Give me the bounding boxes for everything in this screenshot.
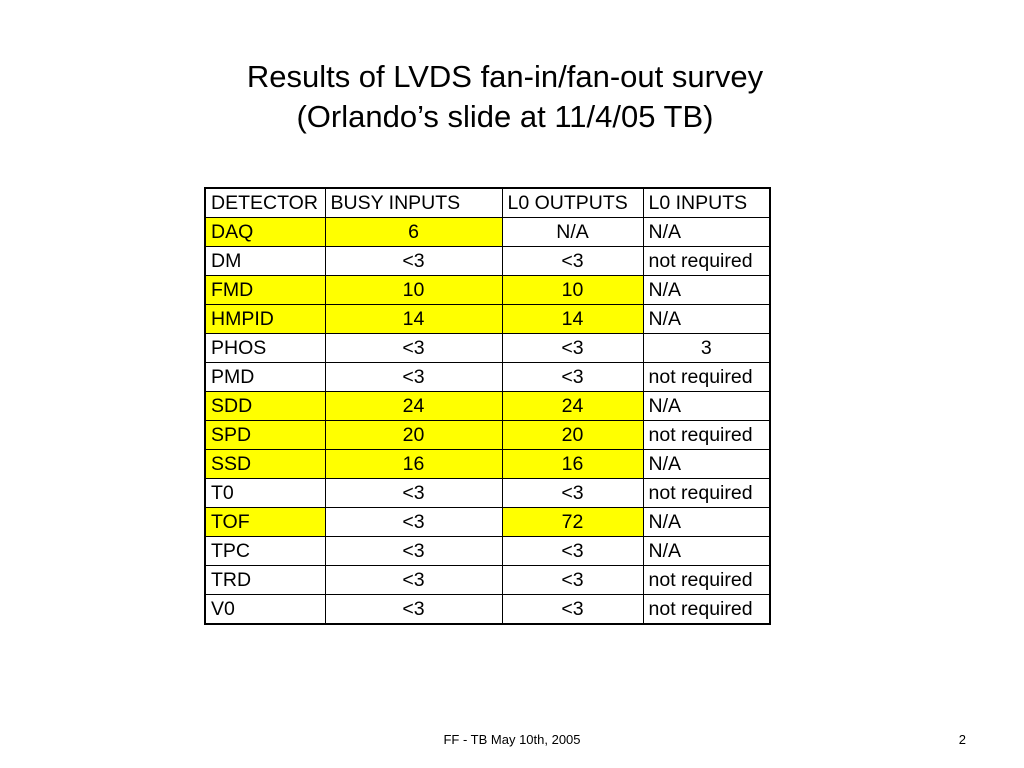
- table-row: DM <3 <3 not required: [204, 246, 771, 276]
- detector-cell: SPD: [204, 420, 326, 450]
- detector-cell: SSD: [204, 449, 326, 479]
- l0-inputs-cell: not required: [642, 478, 771, 508]
- table-row: V0 <3 <3 not required: [204, 594, 771, 625]
- table-row: TOF <3 72 N/A: [204, 507, 771, 537]
- busy-inputs-cell: 10: [324, 275, 503, 305]
- l0-inputs-cell: not required: [642, 362, 771, 392]
- detector-cell: T0: [204, 478, 326, 508]
- detector-cell: TRD: [204, 565, 326, 595]
- detector-cell: DAQ: [204, 217, 326, 247]
- table-row: SDD 24 24 N/A: [204, 391, 771, 421]
- detector-cell: TOF: [204, 507, 326, 537]
- l0-inputs-cell: not required: [642, 594, 771, 625]
- l0-outputs-cell: 72: [501, 507, 644, 537]
- l0-inputs-cell: not required: [642, 246, 771, 276]
- slide-title-line-2: (Orlando’s slide at 11/4/05 TB): [296, 99, 714, 134]
- table-row: PMD <3 <3 not required: [204, 362, 771, 392]
- busy-inputs-cell: <3: [324, 246, 503, 276]
- busy-inputs-cell: <3: [324, 565, 503, 595]
- l0-inputs-cell: 3: [642, 333, 771, 363]
- table-row: SSD 16 16 N/A: [204, 449, 771, 479]
- table-row: TPC <3 <3 N/A: [204, 536, 771, 566]
- busy-inputs-cell: 24: [324, 391, 503, 421]
- detector-cell: FMD: [204, 275, 326, 305]
- busy-inputs-cell: 16: [324, 449, 503, 479]
- detector-cell: V0: [204, 594, 326, 625]
- busy-inputs-cell: <3: [324, 362, 503, 392]
- busy-inputs-cell: 14: [324, 304, 503, 334]
- detector-cell: TPC: [204, 536, 326, 566]
- header-l0-inputs: L0 INPUTS: [642, 187, 771, 218]
- table-row: DAQ 6 N/A N/A: [204, 217, 771, 247]
- l0-outputs-cell: <3: [501, 594, 644, 625]
- l0-inputs-cell: not required: [642, 565, 771, 595]
- table-row: PHOS <3 <3 3: [204, 333, 771, 363]
- page-number: 2: [958, 732, 966, 747]
- detector-cell: DM: [204, 246, 326, 276]
- busy-inputs-cell: <3: [324, 594, 503, 625]
- busy-inputs-cell: 6: [324, 217, 503, 247]
- busy-inputs-cell: 20: [324, 420, 503, 450]
- header-l0-outputs: L0 OUTPUTS: [501, 187, 644, 218]
- table-row: TRD <3 <3 not required: [204, 565, 771, 595]
- l0-inputs-cell: N/A: [642, 507, 771, 537]
- busy-inputs-cell: <3: [324, 478, 503, 508]
- busy-inputs-cell: <3: [324, 536, 503, 566]
- l0-inputs-cell: not required: [642, 420, 771, 450]
- detector-cell: PHOS: [204, 333, 326, 363]
- busy-inputs-cell: <3: [324, 333, 503, 363]
- l0-inputs-cell: N/A: [642, 391, 771, 421]
- l0-outputs-cell: <3: [501, 246, 644, 276]
- slide-title-line-1: Results of LVDS fan-in/fan-out survey: [246, 59, 764, 94]
- l0-outputs-cell: <3: [501, 478, 644, 508]
- header-detector: DETECTOR: [204, 187, 326, 218]
- table-row: SPD 20 20 not required: [204, 420, 771, 450]
- l0-outputs-cell: <3: [501, 536, 644, 566]
- l0-outputs-cell: 10: [501, 275, 644, 305]
- l0-inputs-cell: N/A: [642, 536, 771, 566]
- l0-outputs-cell: 20: [501, 420, 644, 450]
- l0-outputs-cell: <3: [501, 565, 644, 595]
- l0-inputs-cell: N/A: [642, 304, 771, 334]
- detector-cell: PMD: [204, 362, 326, 392]
- l0-outputs-cell: 14: [501, 304, 644, 334]
- l0-outputs-cell: 24: [501, 391, 644, 421]
- busy-inputs-cell: <3: [324, 507, 503, 537]
- l0-inputs-cell: N/A: [642, 217, 771, 247]
- l0-inputs-cell: N/A: [642, 449, 771, 479]
- table-row: FMD 10 10 N/A: [204, 275, 771, 305]
- detector-cell: HMPID: [204, 304, 326, 334]
- header-busy-inputs: BUSY INPUTS: [324, 187, 503, 218]
- l0-inputs-cell: N/A: [642, 275, 771, 305]
- lvds-survey-table: DETECTOR BUSY INPUTS L0 OUTPUTS L0 INPUT…: [204, 187, 771, 625]
- l0-outputs-cell: 16: [501, 449, 644, 479]
- table-row: T0 <3 <3 not required: [204, 478, 771, 508]
- detector-cell: SDD: [204, 391, 326, 421]
- slide-footer: FF - TB May 10th, 2005: [443, 732, 581, 747]
- l0-outputs-cell: N/A: [501, 217, 644, 247]
- table-row: HMPID 14 14 N/A: [204, 304, 771, 334]
- table-header-row: DETECTOR BUSY INPUTS L0 OUTPUTS L0 INPUT…: [204, 187, 771, 218]
- l0-outputs-cell: <3: [501, 333, 644, 363]
- l0-outputs-cell: <3: [501, 362, 644, 392]
